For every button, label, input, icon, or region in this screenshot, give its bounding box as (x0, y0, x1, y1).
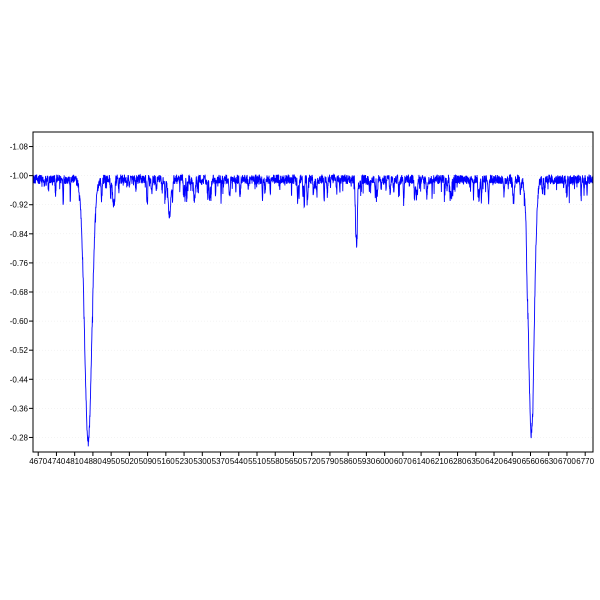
svg-text:5510: 5510 (248, 457, 266, 466)
svg-text:4810: 4810 (66, 457, 84, 466)
svg-text:6490: 6490 (503, 457, 521, 466)
svg-text:5440: 5440 (230, 457, 248, 466)
svg-text:6700: 6700 (558, 457, 576, 466)
svg-text:-0.60: -0.60 (10, 317, 29, 326)
svg-text:-0.68: -0.68 (10, 288, 29, 297)
svg-text:-0.36: -0.36 (10, 404, 29, 413)
svg-text:-1.08: -1.08 (10, 143, 29, 152)
svg-text:4670: 4670 (29, 457, 47, 466)
svg-text:6770: 6770 (576, 457, 594, 466)
svg-text:6070: 6070 (394, 457, 412, 466)
svg-text:4880: 4880 (84, 457, 102, 466)
svg-text:6210: 6210 (430, 457, 448, 466)
svg-text:6140: 6140 (412, 457, 430, 466)
svg-text:5580: 5580 (266, 457, 284, 466)
svg-text:5300: 5300 (193, 457, 211, 466)
svg-text:6350: 6350 (467, 457, 485, 466)
svg-text:5090: 5090 (139, 457, 157, 466)
svg-text:5860: 5860 (339, 457, 357, 466)
svg-text:5650: 5650 (285, 457, 303, 466)
spectrum-svg: -0.28 -0.36 -0.44 -0.52 -0.60 -0.68 -0.76 -0.84… (5, 130, 595, 470)
svg-text:4740: 4740 (48, 457, 66, 466)
svg-text:-0.52: -0.52 (10, 346, 29, 355)
svg-text:5930: 5930 (357, 457, 375, 466)
svg-text:6630: 6630 (540, 457, 558, 466)
svg-text:5790: 5790 (321, 457, 339, 466)
svg-text:-0.44: -0.44 (10, 375, 29, 384)
svg-text:6000: 6000 (376, 457, 394, 466)
spectrum-chart: -0.28 -0.36 -0.44 -0.52 -0.60 -0.68 -0.76 -0.84… (5, 130, 595, 470)
svg-text:5020: 5020 (120, 457, 138, 466)
svg-text:5370: 5370 (212, 457, 230, 466)
svg-text:6420: 6420 (485, 457, 503, 466)
svg-text:4950: 4950 (102, 457, 120, 466)
svg-text:-0.84: -0.84 (10, 230, 29, 239)
svg-text:6560: 6560 (522, 457, 540, 466)
svg-text:-0.28: -0.28 (10, 433, 29, 442)
svg-text:6280: 6280 (449, 457, 467, 466)
svg-text:-1.00: -1.00 (10, 172, 29, 181)
svg-text:5720: 5720 (303, 457, 321, 466)
svg-text:5230: 5230 (175, 457, 193, 466)
svg-text:5160: 5160 (157, 457, 175, 466)
svg-text:-0.76: -0.76 (10, 259, 29, 268)
svg-text:-0.92: -0.92 (10, 201, 29, 210)
